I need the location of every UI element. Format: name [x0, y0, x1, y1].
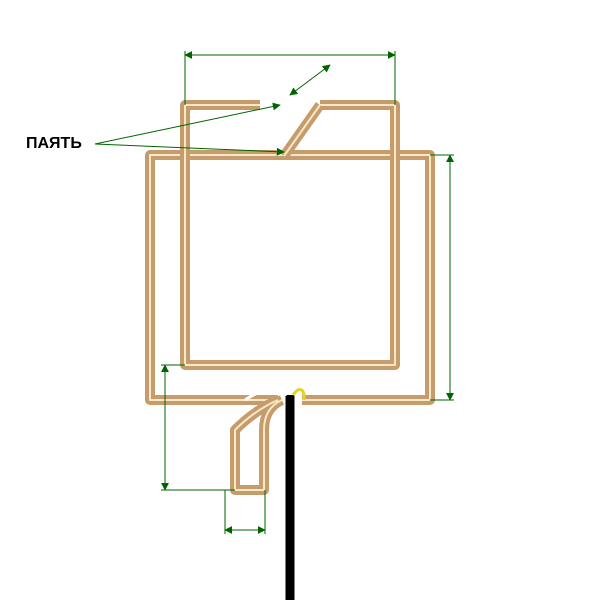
feed-diagonal-wire-highlight — [284, 105, 320, 156]
antenna-diagram: ПАЯТЬ — [0, 0, 600, 600]
matching-stub-wire — [235, 400, 282, 490]
coax-cable — [286, 395, 295, 600]
solder-label: ПАЯТЬ — [26, 135, 82, 152]
dim-diagonal — [290, 65, 330, 95]
